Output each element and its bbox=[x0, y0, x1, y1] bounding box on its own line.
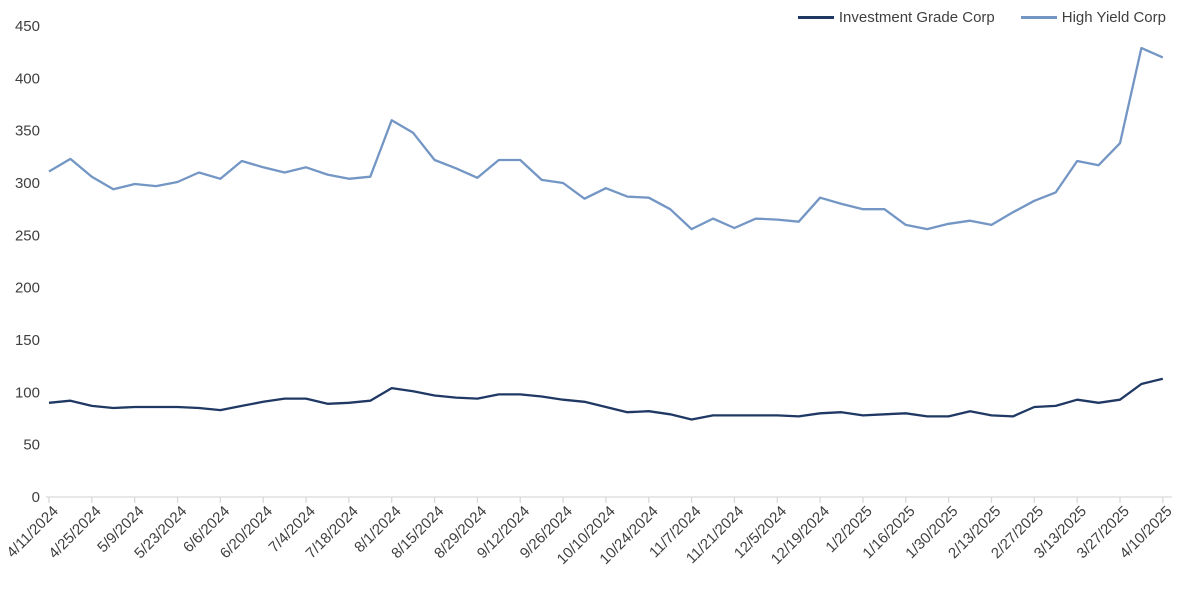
y-tick-label: 150 bbox=[15, 332, 40, 349]
y-tick-label: 350 bbox=[15, 123, 40, 140]
y-tick-label: 250 bbox=[15, 227, 40, 244]
series-line-high-yield-corp bbox=[48, 46, 1164, 231]
series-line-investment-grade-corp bbox=[48, 377, 1164, 421]
y-tick-label: 100 bbox=[15, 384, 40, 401]
y-tick-label: 50 bbox=[23, 437, 40, 454]
investment-grade-line-swatch bbox=[797, 16, 834, 19]
legend-label-investment-grade: Investment Grade Corp bbox=[838, 9, 995, 26]
y-tick-label: 200 bbox=[15, 280, 40, 297]
legend-label-high-yield: High Yield Corp bbox=[1061, 9, 1166, 26]
y-tick-label: 450 bbox=[15, 18, 40, 35]
high-yield-line-swatch bbox=[1020, 16, 1057, 19]
y-tick-label: 0 bbox=[32, 489, 40, 506]
y-tick-label: 300 bbox=[15, 175, 40, 192]
chart-legend: Investment Grade Corp High Yield Corp bbox=[797, 9, 1166, 26]
y-tick-label: 400 bbox=[15, 70, 40, 87]
legend-item-high-yield: High Yield Corp bbox=[1020, 9, 1166, 26]
legend-item-investment-grade: Investment Grade Corp bbox=[797, 9, 995, 26]
